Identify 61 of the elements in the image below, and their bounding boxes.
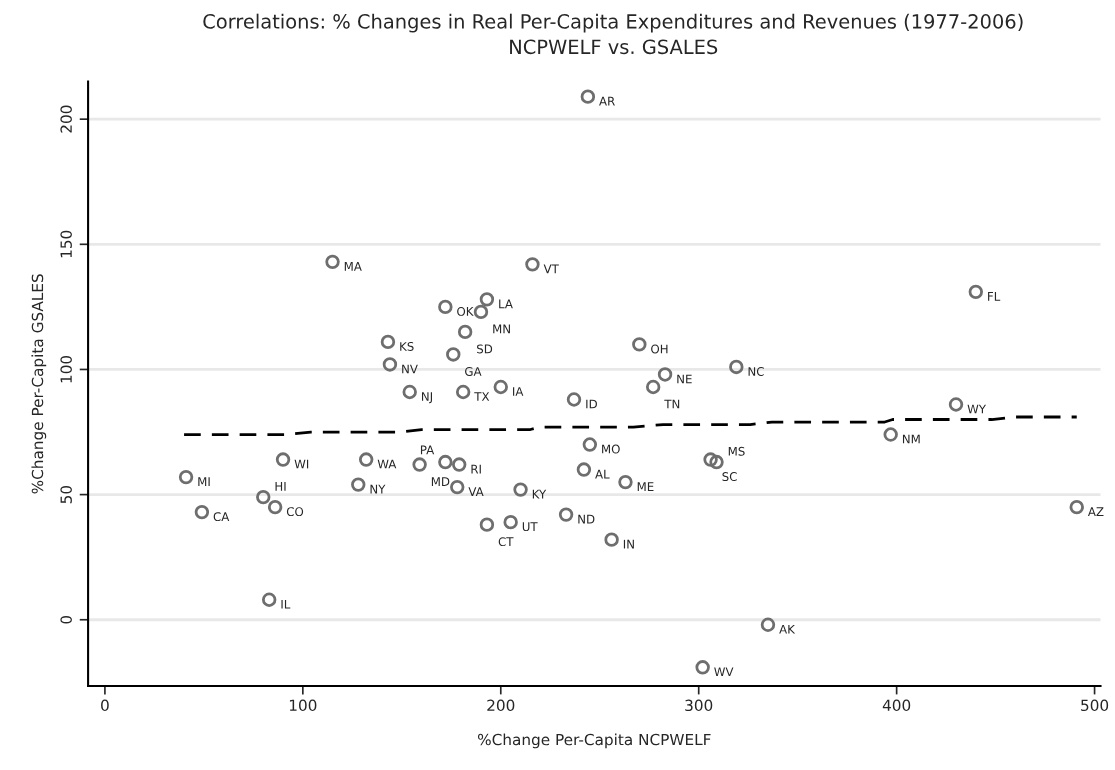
annotation: ND [578,514,595,524]
annotation: WI [294,459,309,469]
annotation: MO [602,444,620,454]
annotation: IA [513,387,524,396]
annotation: LA [499,299,513,309]
annotation: NC [748,367,764,376]
annotation: GA [465,366,482,376]
x-tick-label: 300 [685,699,713,712]
x-tick-label: 0 [101,699,109,712]
annotation: HI [275,482,286,491]
annotation: WY [967,404,987,414]
y-tick-label: 150 [60,230,72,258]
annotation: NM [902,434,920,444]
annotation: AR [599,96,615,106]
annotation: AL [595,469,610,479]
annotation: OK [457,306,474,316]
y-tick-label: 50 [60,485,72,504]
annotation: MA [344,262,362,271]
annotation: RI [471,464,481,474]
annotation: FL [988,292,1001,301]
chart-title: Correlations: % Changes in Real Per-Capita Expenditures and Revenues (1977-2006) [203,13,1023,33]
annotation: MS [728,446,745,456]
annotation: MD [431,477,450,486]
annotation: SD [477,344,493,354]
y-tick-label: 0 [60,615,72,624]
x-tick-label: 500 [1081,699,1109,712]
annotation: NV [402,364,418,374]
annotation: MN [493,324,510,334]
annotation: NY [370,484,386,494]
y-tick-label: 100 [60,355,72,383]
annotation: WV [714,667,734,677]
annotation: SC [722,472,737,482]
annotation: IL [281,599,291,609]
annotation: AK [779,624,796,634]
annotation: CA [213,512,230,522]
chart-subtitle: NCPWELF vs. GSALES [510,39,718,55]
annotation: OH [651,344,668,354]
x-axis-title: %Change Per-Capita NCPWELF [477,733,711,749]
annotation: IN [623,539,634,549]
annotation: TX [474,392,490,401]
x-tick-label: 100 [289,699,317,712]
annotation: ID [586,399,597,409]
annotation: CO [286,507,304,517]
annotation: MI [198,477,210,486]
y-axis-title: %Change Per-Capita GSALES [31,274,47,494]
annotation: WA [377,459,397,469]
annotation: AZ [1087,507,1104,516]
annotation: PA [420,445,435,455]
y-tick-label: 200 [60,105,72,133]
annotation: TN [664,399,680,409]
annotation: ME [637,482,654,491]
annotation: KY [532,489,547,499]
annotation: KS [400,341,414,351]
annotation: CT [498,537,514,547]
annotation: VA [468,487,484,496]
annotation: VT [543,264,559,274]
annotation: NJ [421,392,432,404]
annotation: NE [677,374,692,384]
x-tick-label: 400 [882,699,911,712]
annotation: UT [522,522,538,532]
x-tick-label: 200 [487,699,515,712]
